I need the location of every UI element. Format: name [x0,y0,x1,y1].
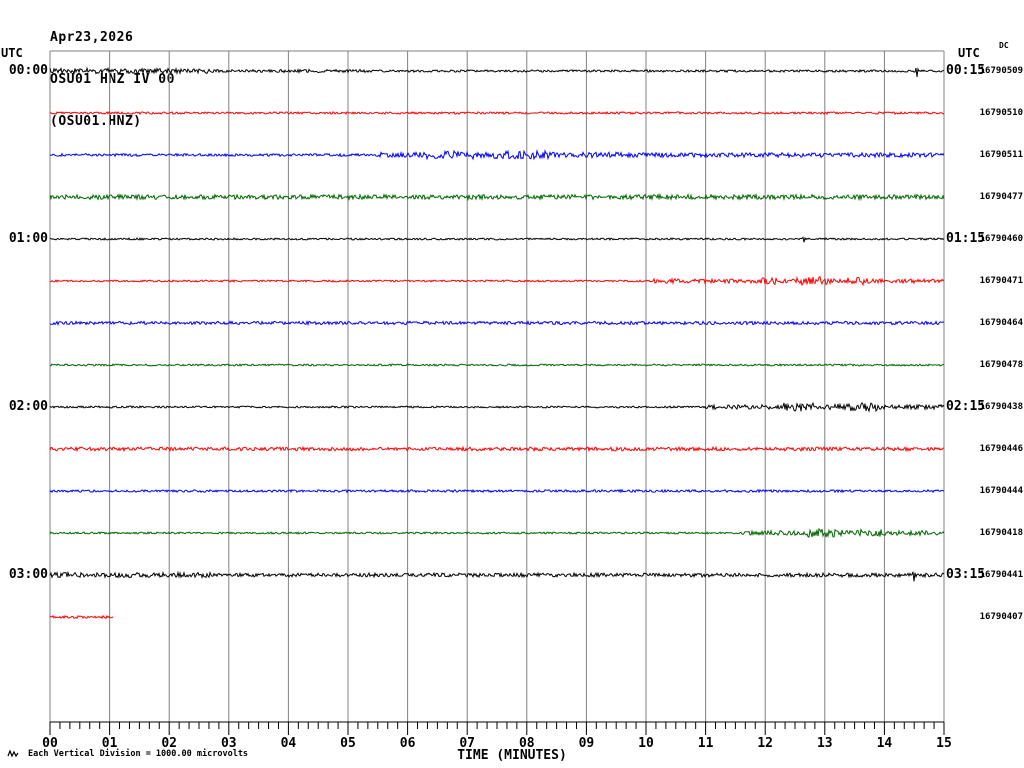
x-axis-label: TIME (MINUTES) [457,748,567,763]
trace-row-6 [49,320,945,327]
left-axis-header: UTC [1,46,23,60]
trace-row-4 [49,236,945,243]
x-tick-label: 10 [638,736,654,751]
dc-value-label: 16790464 [979,318,1023,328]
utc-right-label: 01:15 [946,231,986,246]
trace-row-5 [49,275,945,287]
utc-right-label: 02:15 [946,399,986,414]
trace-row-8 [49,401,945,413]
dc-value-label: 16790446 [979,444,1023,454]
dc-value-label: 16790477 [979,192,1023,202]
title-date: Apr23,2026 [50,30,134,45]
dc-value-label: 16790471 [979,276,1023,286]
trace-row-13 [49,614,114,620]
x-tick-label: 06 [399,736,416,751]
utc-right-label: 00:15 [946,63,986,78]
trace-row-1 [49,110,945,115]
trace-row-7 [50,363,945,367]
dc-value-label: 16790510 [979,108,1023,118]
x-tick-label: 01 [101,736,118,751]
x-tick-label: 03 [220,736,237,751]
dc-value-label: 16790478 [979,360,1023,370]
dc-column-header: DC [999,41,1009,50]
trace-row-12 [49,570,945,582]
trace-row-11 [49,527,945,538]
plot-title: Apr23,2026 OSU01 HNZ IV 00 (OSU01.HNZ) [50,3,175,157]
x-tick-label: 09 [578,736,595,751]
x-tick-label: 15 [936,736,952,751]
x-tick-label: 08 [518,736,535,751]
trace-row-10 [49,488,945,494]
trace-row-2 [49,149,945,161]
dc-value-label: 16790509 [979,66,1023,76]
dc-value-label: 16790407 [979,612,1023,622]
utc-left-label: 00:00 [8,63,48,78]
trace-row-9 [49,445,945,453]
trace-row-0 [49,66,945,78]
dc-value-label: 16790460 [979,234,1023,244]
title-channel: (OSU01.HNZ) [50,114,142,129]
dc-value-label: 16790444 [979,486,1023,496]
x-tick-label: 04 [280,736,297,751]
trace-row-3 [49,192,945,202]
dc-value-label: 16790438 [979,402,1023,412]
dc-value-label: 16790441 [979,570,1023,580]
dc-value-label: 16790418 [979,528,1023,538]
x-tick-label: 14 [876,736,893,751]
x-tick-label: 07 [459,736,476,751]
x-tick-label: 02 [161,736,178,751]
utc-right-label: 03:15 [946,567,986,582]
x-tick-label: 05 [340,736,356,751]
x-tick-label: 00 [42,736,58,751]
utc-left-label: 02:00 [8,399,48,414]
utc-left-label: 01:00 [8,231,48,246]
scale-footnote: Each Vertical Division = 1000.00 microvo… [28,749,249,759]
utc-left-label: 03:00 [8,567,48,582]
right-axis-header: UTC [958,46,980,60]
x-tick-label: 12 [757,736,774,751]
squiggle-mark-icon [7,749,19,758]
dc-value-label: 16790511 [979,150,1023,160]
x-tick-label: 13 [816,736,833,751]
x-tick-label: 11 [697,736,714,751]
title-station: OSU01 HNZ IV 00 [50,72,175,87]
